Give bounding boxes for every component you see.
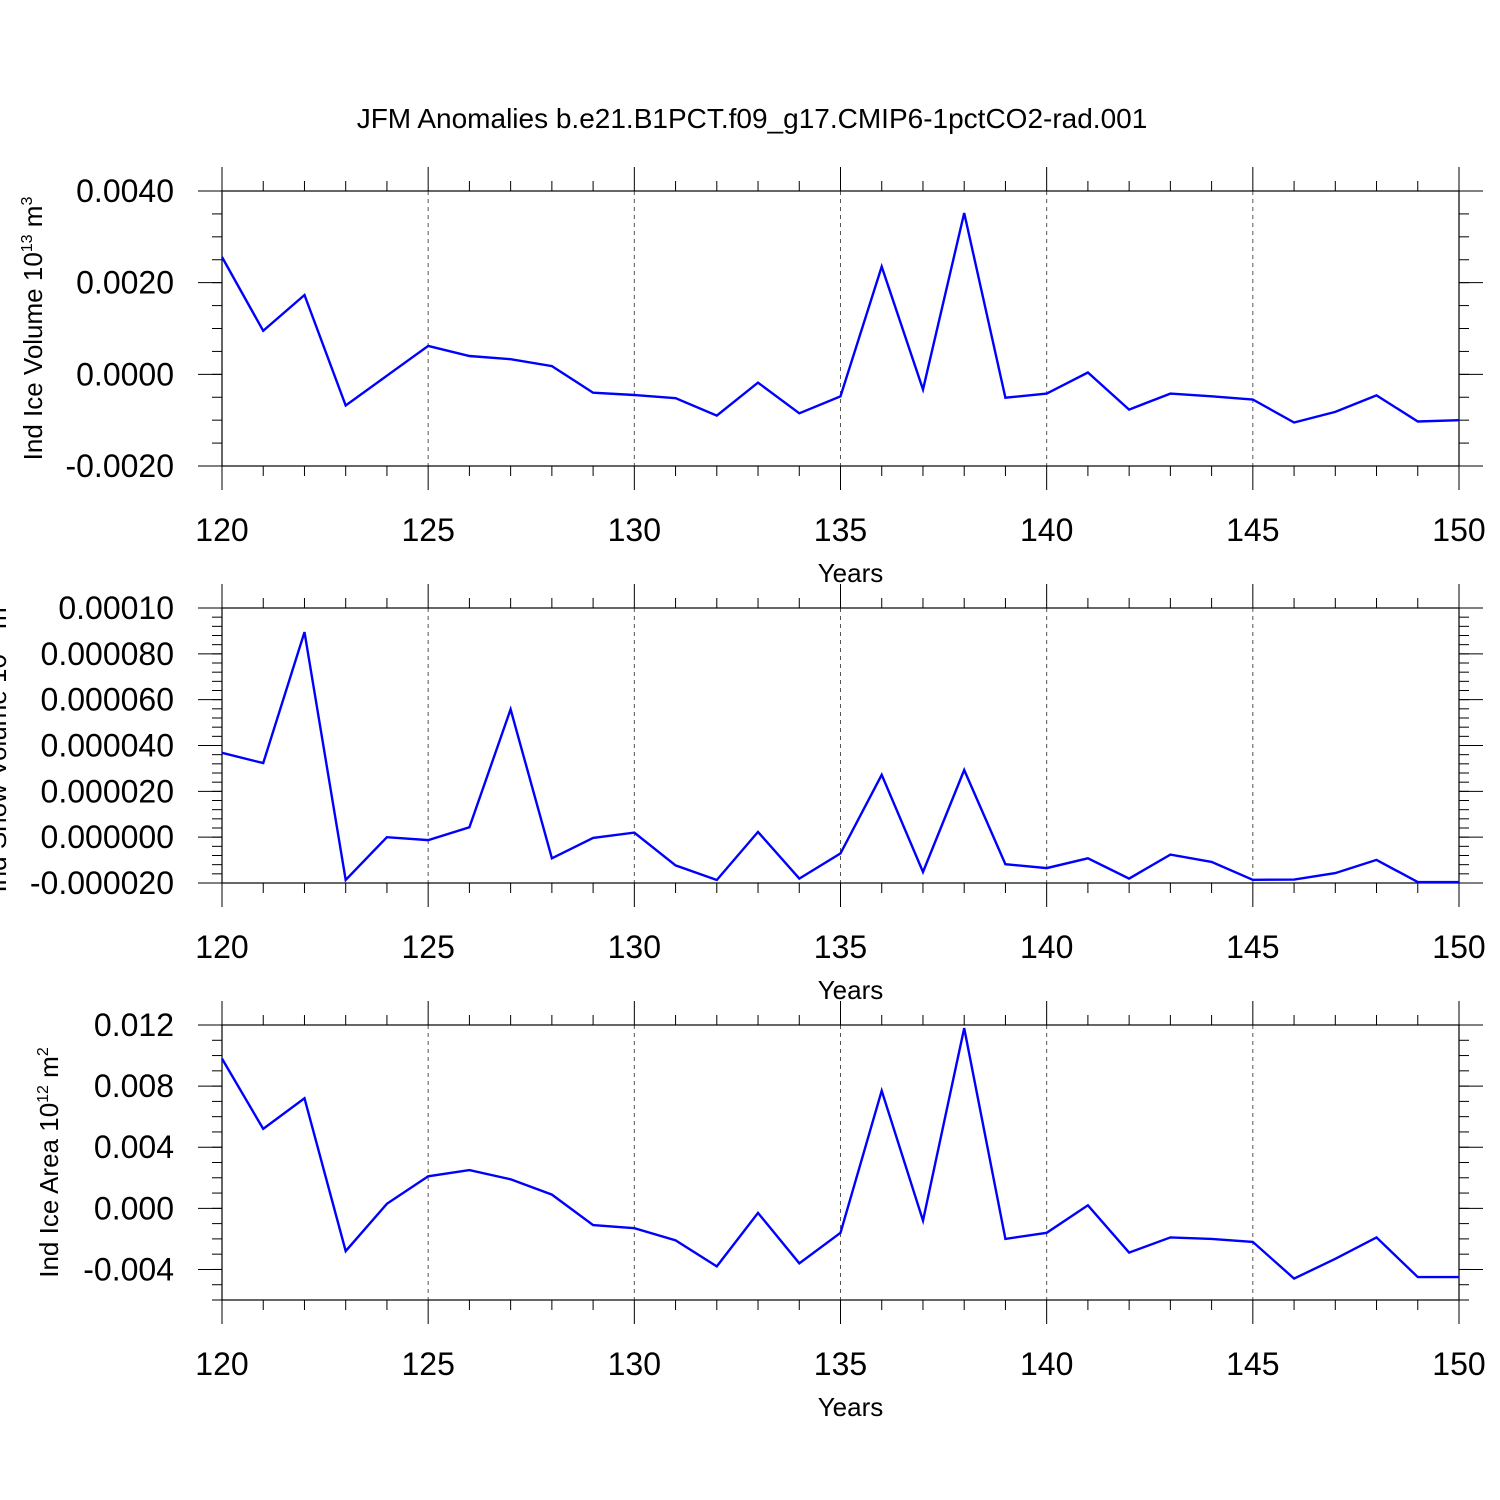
y-tick-label: 0.004 [94,1129,174,1165]
y-axis-label-unit-exp: 3 [19,197,36,206]
y-axis-label: Ind Snow Volume 1013 m3 [0,598,12,892]
x-tick-label: 120 [195,512,248,548]
x-axis-label: Years [818,1392,884,1422]
x-tick-label: 135 [814,512,867,548]
y-axis-label-exp: 12 [35,1085,52,1103]
x-tick-label: 130 [608,1346,661,1382]
x-tick-label: 140 [1020,1346,1073,1382]
x-tick-label: 120 [195,1346,248,1382]
panel-1: 120 125 130 135 140 145 150 -0.0020 0.0000 0.0020… [18,167,1486,588]
y-tick-label: -0.000020 [30,865,174,901]
y-tick-label: 0.0000 [76,356,174,392]
series-line [221,631,1459,884]
y-tick-label: 0.0040 [76,173,174,209]
y-axis-label: Ind Ice Area 1012 m2 [34,1047,64,1278]
y-tick-label: -0.004 [83,1251,174,1287]
x-tick-label: 145 [1226,929,1279,965]
chart-title: JFM Anomalies b.e21.B1PCT.f09_g17.CMIP6-… [357,103,1148,134]
y-tick-label: 0.000 [94,1190,174,1226]
y-axis-label-main: Ind Snow Volume 10 [0,654,12,893]
x-tick-label: 150 [1432,929,1485,965]
y-axis-label-unit: m [34,1056,64,1085]
y-tick-label: 0.000000 [41,819,174,855]
series-line [220,212,1460,424]
x-tick-label: 130 [608,929,661,965]
y-tick-label: 0.00010 [58,590,174,626]
x-tick-label: 150 [1432,512,1485,548]
y-axis-label-main: Ind Ice Volume 10 [18,252,48,460]
x-tick-label: 140 [1020,512,1073,548]
x-tick-label: 125 [401,929,454,965]
y-tick-label: 0.000020 [41,773,174,809]
y-axis-label-unit-exp: 2 [35,1047,52,1056]
x-tick-label: 135 [814,929,867,965]
y-tick-label: 0.000060 [41,682,174,718]
panel-3: 120 125 130 135 140 145 150 -0.004 0.000 0.004 0.0… [34,1001,1486,1422]
x-axis-label: Years [818,975,884,1005]
x-tick-label: 150 [1432,1346,1485,1382]
y-tick-label: 0.000080 [41,636,174,672]
panels: 120 125 130 135 140 145 150 -0.0020 0.0000 0.0020… [0,167,1486,1422]
plot-frame [221,607,1460,884]
y-axis-label-unit: m [0,607,12,636]
panel-2: 120 125 130 135 140 145 150 -0.000020 0.000000 0.… [0,584,1486,1005]
y-axis-label: Ind Ice Volume 1013 m3 [18,197,48,461]
series-line [220,1027,1459,1281]
y-tick-label: 0.012 [94,1007,174,1043]
x-tick-label: 145 [1226,512,1279,548]
plot-frame [221,1024,1460,1301]
x-tick-label: 135 [814,1346,867,1382]
plot-frame [221,190,1460,467]
x-tick-label: 125 [401,512,454,548]
y-axis-label-unit: m [18,206,48,235]
y-tick-label: 0.008 [94,1068,174,1104]
y-axis-label-main: Ind Ice Area 10 [34,1103,64,1278]
x-axis-label: Years [818,558,884,588]
y-tick-label: 0.0020 [76,265,174,301]
y-axis-label-exp: 13 [19,234,36,252]
x-tick-label: 140 [1020,929,1073,965]
y-tick-label: -0.0020 [65,448,174,484]
x-tick-label: 125 [401,1346,454,1382]
x-tick-label: 145 [1226,1346,1279,1382]
y-tick-label: 0.000040 [41,728,174,764]
x-tick-label: 120 [195,929,248,965]
x-tick-label: 130 [608,512,661,548]
